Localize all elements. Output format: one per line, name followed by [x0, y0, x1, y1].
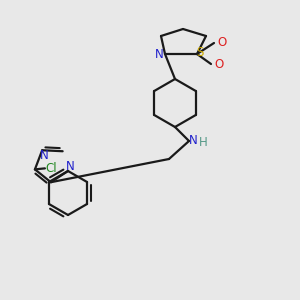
Text: O: O — [214, 58, 224, 70]
Text: S: S — [196, 46, 204, 59]
Text: H: H — [199, 136, 207, 148]
Text: O: O — [218, 37, 226, 50]
Text: N: N — [66, 160, 74, 172]
Text: Cl: Cl — [45, 162, 57, 175]
Text: N: N — [40, 149, 49, 162]
Text: N: N — [189, 134, 197, 146]
Text: N: N — [154, 47, 164, 61]
